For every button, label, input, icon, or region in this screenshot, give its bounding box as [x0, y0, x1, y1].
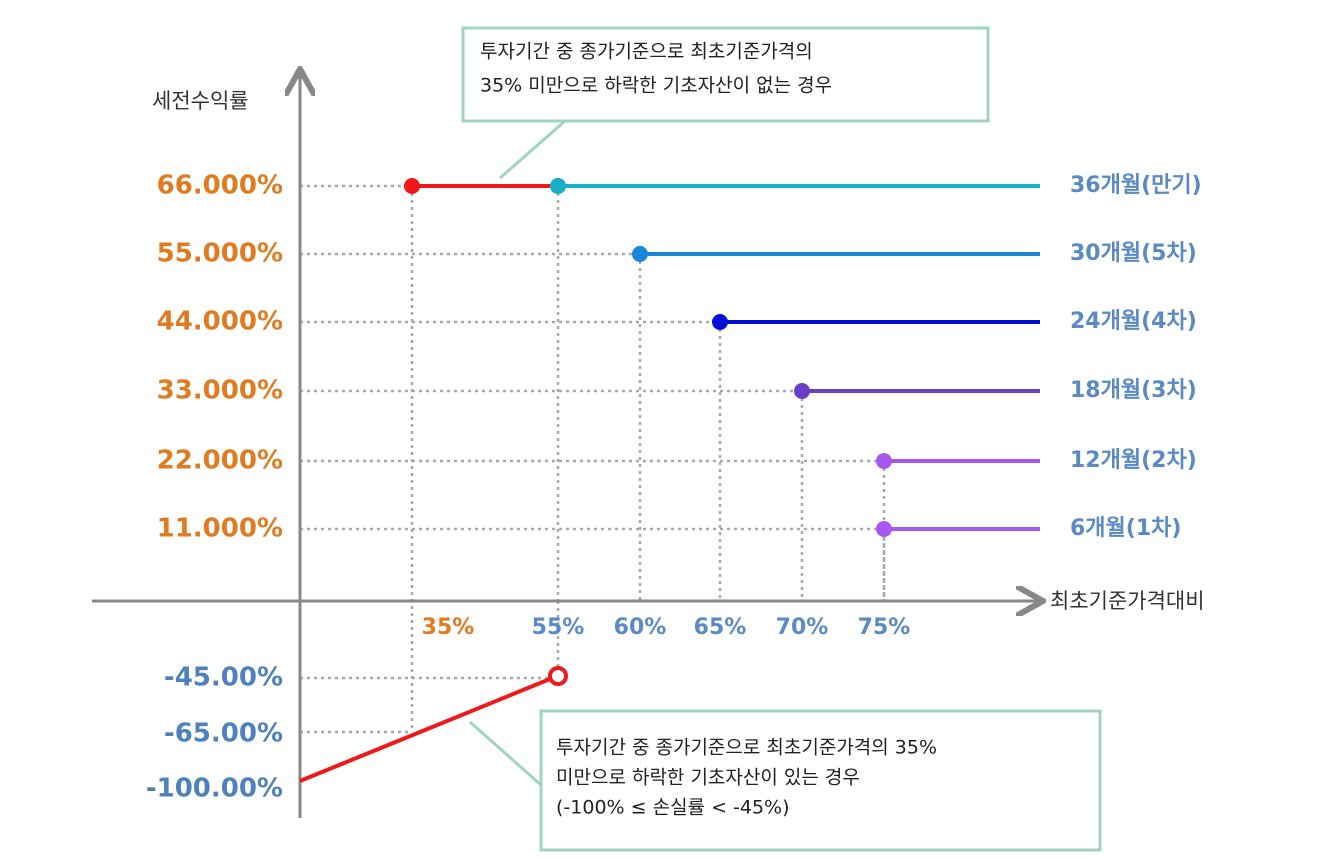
negative-label: -45.00%: [164, 663, 283, 693]
y-axis-label: 세전수익률: [152, 89, 249, 113]
callout-text: 투자기간 중 종가기준으로 최초기준가격의: [480, 41, 813, 63]
loss-end: [548, 666, 568, 686]
negative-label: -65.00%: [164, 719, 283, 749]
negative-label: -100.00%: [146, 774, 283, 804]
period-label: 30개월(5차): [1070, 241, 1197, 266]
callout-text: (-100% ≤ 손실률 < -45%): [556, 797, 790, 819]
payoff-dot: [632, 246, 648, 262]
period-label: 12개월(2차): [1070, 448, 1197, 473]
y-label: 11.000%: [157, 514, 283, 544]
x-label: 75%: [858, 615, 911, 640]
x-label: 35%: [422, 615, 475, 640]
x-label: 65%: [694, 615, 747, 640]
y-label: 66.000%: [157, 171, 283, 201]
callout-box: [461, 26, 990, 123]
period-label: 24개월(4차): [1070, 309, 1197, 334]
y-label: 55.000%: [157, 239, 283, 269]
payoff-dot: [404, 178, 420, 194]
x-label: 60%: [614, 615, 667, 640]
callout-leader: [499, 119, 566, 180]
callout-text: 미만으로 하락한 기초자산이 있는 경우: [556, 767, 860, 789]
period-label: 18개월(3차): [1070, 378, 1197, 403]
y-label: 44.000%: [157, 307, 283, 337]
callout-box: [539, 709, 1102, 852]
callout-text: 투자기간 중 종가기준으로 최초기준가격의 35%: [556, 737, 937, 759]
x-axis-label: 최초기준가격대비: [1050, 589, 1205, 613]
callout-leader: [469, 720, 542, 787]
y-label: 33.000%: [157, 376, 283, 406]
payoff-dot: [794, 383, 810, 399]
x-label: 70%: [776, 615, 829, 640]
payoff-dot: [550, 178, 566, 194]
payoff-dot: [712, 314, 728, 330]
payoff-dot: [876, 453, 892, 469]
y-label: 22.000%: [157, 446, 283, 476]
period-label: 6개월(1차): [1070, 516, 1181, 541]
callout-text: 35% 미만으로 하락한 기초자산이 없는 경우: [480, 75, 832, 97]
loss-line: [299, 677, 551, 783]
payoff-dot: [876, 521, 892, 537]
marks: [299, 178, 1040, 783]
x-label: 55%: [532, 615, 585, 640]
period-label: 36개월(만기): [1070, 173, 1202, 198]
guides: [300, 184, 886, 734]
